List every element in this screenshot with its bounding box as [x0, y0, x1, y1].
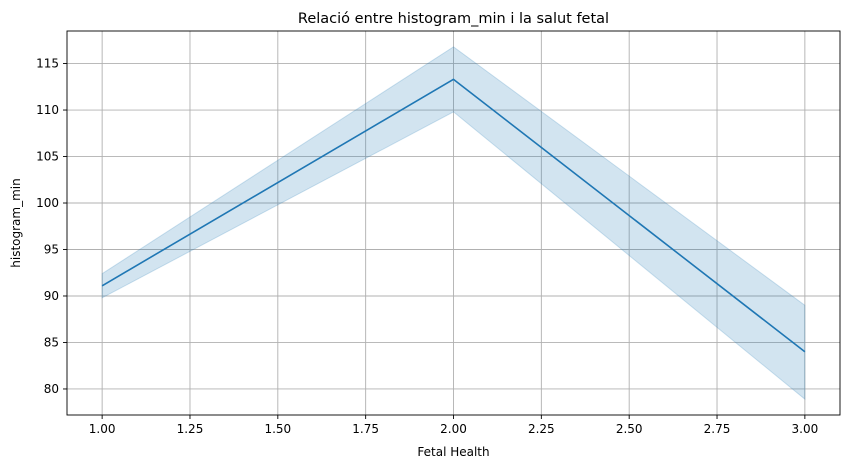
x-tick-label: 1.00	[89, 422, 116, 436]
x-tick-label: 2.00	[440, 422, 467, 436]
confidence-band-layer	[101, 46, 806, 401]
y-tick-label: 95	[44, 242, 59, 256]
grid-lines	[67, 31, 840, 415]
x-tick-label: 2.50	[616, 422, 643, 436]
chart-title: Relació entre histogram_min i la salut f…	[298, 11, 609, 27]
series-line-layer	[101, 78, 806, 353]
x-tick-label: 2.25	[528, 422, 555, 436]
x-tick-label: 1.25	[177, 422, 204, 436]
y-tick-label: 110	[36, 103, 59, 117]
y-tick-label: 105	[36, 150, 59, 164]
y-tick-label: 115	[36, 57, 59, 71]
series-line	[101, 78, 806, 353]
y-axis-label: histogram_min	[9, 178, 23, 267]
x-tick-label: 1.50	[264, 422, 291, 436]
y-axis-ticks: 80 85 90 95 100 105 110 115	[36, 57, 67, 396]
y-tick-label: 100	[36, 196, 59, 210]
x-tick-label: 2.75	[704, 422, 731, 436]
x-axis-ticks: 1.00 1.25 1.50 1.75 2.00 2.25 2.50 2.75 3.00	[89, 415, 818, 436]
x-axis-label: Fetal Health	[417, 445, 489, 459]
x-tick-label: 1.75	[352, 422, 379, 436]
y-tick-label: 80	[44, 382, 59, 396]
y-tick-label: 90	[44, 289, 59, 303]
x-tick-label: 3.00	[792, 422, 819, 436]
confidence-band	[101, 46, 806, 401]
y-tick-label: 85	[44, 335, 59, 349]
